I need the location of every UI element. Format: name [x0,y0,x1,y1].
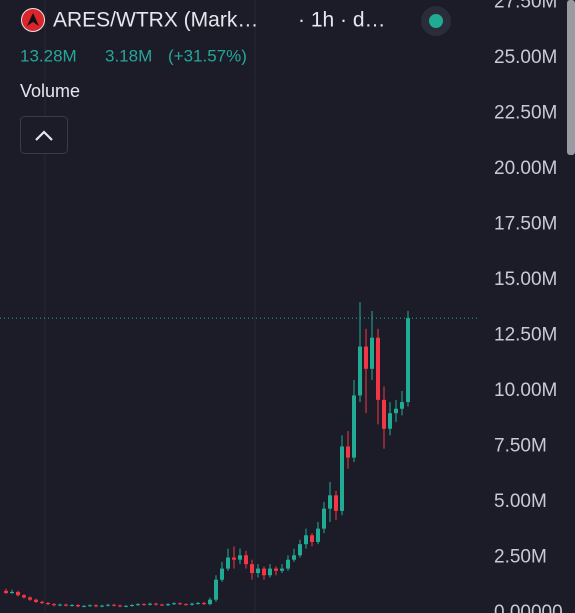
candle-body [334,495,338,511]
candle-body [196,603,200,605]
y-tick-label: 15.00M [494,269,557,290]
candle-body [16,591,20,596]
candle-body [34,599,38,602]
y-tick-label: 22.50M [494,102,557,123]
y-tick-label: 7.50M [494,435,547,456]
change: 3.18M [105,46,152,65]
indicator-label: Volume [20,81,80,101]
candle-body [184,604,188,606]
candle-body [262,568,266,576]
candle-body [46,603,50,605]
candle-body [370,337,374,369]
symbol: ARES/WTRX (Mark… [53,9,258,32]
candle-body [52,604,56,606]
candle-body [88,605,92,607]
scrollbar [567,0,575,155]
candle-body [328,495,332,509]
y-tick-label: 2.50M [494,547,547,568]
price-axis: 0.00000 2.50M 5.00M 7.50M 10.00M 12.50M 15.00M… [494,0,563,613]
candle-body [376,337,380,400]
candle-body [208,599,212,605]
candle-body [304,535,308,545]
candle-body [394,408,398,414]
candle-body [364,346,368,369]
candle-body [82,605,86,607]
candle-body [4,590,8,594]
candle-body [148,603,152,605]
candle-body [256,568,260,574]
candle-body [190,603,194,605]
candle-body [106,604,110,606]
candle-body [238,555,242,560]
candle-body [310,535,314,542]
candle-body [226,557,230,569]
y-tick-label: 10.00M [494,380,557,401]
candle-body [94,605,98,607]
candle-body [112,604,116,606]
y-tick-label: 12.50M [494,324,557,345]
candle-body [274,568,278,571]
candle-body [202,603,206,605]
candle-body [142,604,146,606]
candle-body [76,605,80,607]
y-tick-label: 20.00M [494,158,557,179]
candle-body [250,564,254,574]
candle-body [124,605,128,607]
candle-body [214,579,218,600]
y-tick-label: 17.50M [494,213,557,234]
candle-body [70,605,74,607]
candle-body [292,555,296,560]
price: 13.28M [20,46,77,65]
candle-body [298,544,302,556]
candle-body [388,413,392,429]
candle-body [40,601,44,604]
candle-body [232,557,236,560]
status-dot [429,14,443,28]
candle-body [268,568,272,576]
candle-body [358,346,362,396]
y-tick-label: 0.00000 [494,602,563,613]
change-percent: (+31.57%) [168,46,247,65]
candle-body [10,591,14,594]
candle-body [286,559,290,569]
candle-body [382,399,386,429]
candle-body [340,446,344,511]
candle-body [58,604,62,606]
candle-body [220,568,224,580]
interval: · 1h · d… [298,9,386,32]
candle-body [22,595,26,598]
plot-area [0,302,478,608]
candle-body [346,446,350,458]
candle-body [160,604,164,606]
candle-body [316,528,320,542]
y-tick-label: 5.00M [494,491,547,512]
candle-body [64,604,68,606]
collapse-icon [35,130,53,141]
candle-body [406,318,410,403]
candle-body [118,605,122,607]
candle-body [130,605,134,607]
candle-body [322,508,326,529]
collapse-button[interactable] [20,116,68,154]
candle-body [166,604,170,606]
candle-body [178,603,182,605]
candle-body [280,568,284,571]
token-icon-mark [27,13,39,26]
candle-body [244,555,248,565]
y-tick-label: 25.00M [494,47,557,68]
candle-body [100,605,104,607]
candle-body [154,603,158,605]
candle-body [400,402,404,409]
y-tick-label: 27.50M [494,0,557,12]
candle-body [136,604,140,606]
candle-body [352,395,356,458]
candle-body [172,603,176,605]
candle-body [28,597,32,600]
